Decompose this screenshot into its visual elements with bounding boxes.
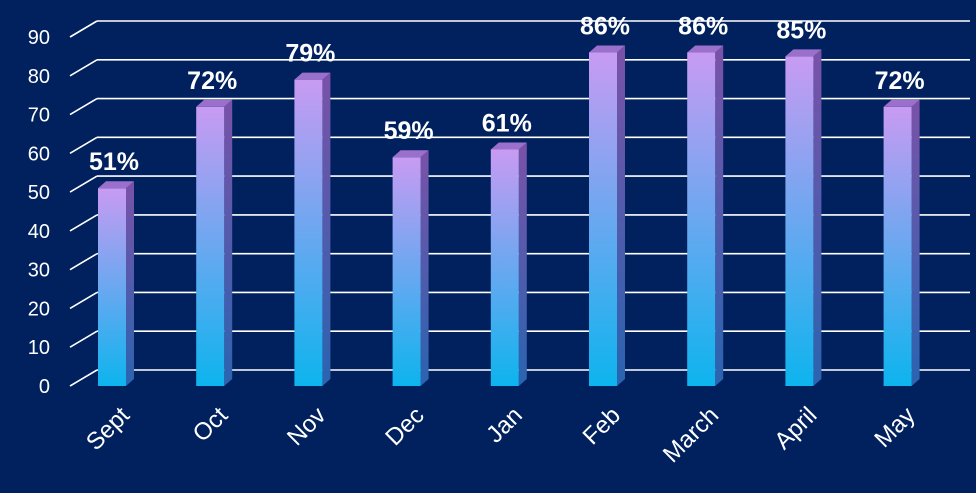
data-label-layer: 51% 72% 79% 59% 61% 86% 86% 85% 72% [89,13,925,177]
data-label: 61% [482,109,532,137]
y-tick-label: 70 [28,105,50,127]
bar [294,72,331,387]
data-label: 72% [875,67,925,95]
bar-front [687,52,716,387]
bar [883,99,920,387]
bar-side [813,49,822,387]
x-axis-ticks: Sept Oct Nov Dec Jan Feb March April May [81,402,921,468]
bar [687,45,724,387]
gridline [69,136,970,155]
bar [490,142,527,386]
gridline [69,214,970,232]
y-tick-label: 60 [28,143,50,165]
bar-front [883,106,912,387]
bar [98,181,134,386]
bar-top [490,142,527,150]
x-tick-label: March [658,402,724,468]
bar-side [617,45,625,387]
y-tick-label: 20 [28,298,50,320]
data-label: 85% [776,16,826,44]
bar-top [589,45,625,53]
bar [196,99,233,387]
x-tick-label: April [769,402,822,455]
bar-top [392,150,429,158]
x-tick-label: Jan [481,402,527,448]
bar-top [294,72,331,80]
gridline [69,58,970,77]
y-tick-label: 50 [28,182,50,204]
gridline [69,369,970,387]
bar [785,49,822,387]
bar-front [490,149,519,386]
bar-side [224,99,233,387]
bar-top [98,181,134,189]
x-tick-label: Sept [81,402,135,456]
x-tick-label: Nov [282,402,331,451]
data-label: 86% [580,13,630,41]
gridline [69,252,970,271]
bar-side [420,150,429,386]
y-tick-label: 30 [28,260,50,282]
x-tick-label: May [869,402,920,453]
bar-side [518,142,527,386]
y-axis-ticks: 0 10 20 30 40 50 60 70 80 90 [28,27,50,398]
data-label: 59% [384,117,434,145]
gridline [69,175,970,193]
x-tick-label: Feb [578,402,626,450]
y-tick-label: 40 [28,221,50,243]
bar-front [589,52,617,387]
bar-side [911,99,920,387]
bar-top [687,45,724,53]
bar-side [126,181,134,386]
y-tick-label: 80 [28,66,50,88]
bar-top [883,99,920,107]
data-label: 72% [187,67,237,95]
bar [589,45,625,387]
bar-front [196,106,225,387]
bar-side [715,45,724,387]
y-tick-label: 90 [28,27,50,49]
bar [392,150,429,386]
gridline [69,330,970,348]
bar-front [98,188,126,386]
x-tick-label: Oct [188,402,234,448]
gridline [69,97,970,116]
bar-layer [98,45,920,387]
gridline [69,20,970,38]
x-tick-label: Dec [380,402,429,451]
bar-front [294,79,323,387]
bar-side [322,72,331,387]
bar-top [785,49,822,57]
data-label: 86% [678,13,728,41]
bar-front [392,157,421,386]
grid-layer [69,20,970,387]
bar-front [785,56,814,387]
data-label: 79% [285,40,335,68]
bar-top [196,99,233,107]
y-tick-label: 10 [28,337,50,359]
y-tick-label: 0 [39,376,50,398]
gridline [69,291,970,310]
data-label: 51% [89,148,139,176]
